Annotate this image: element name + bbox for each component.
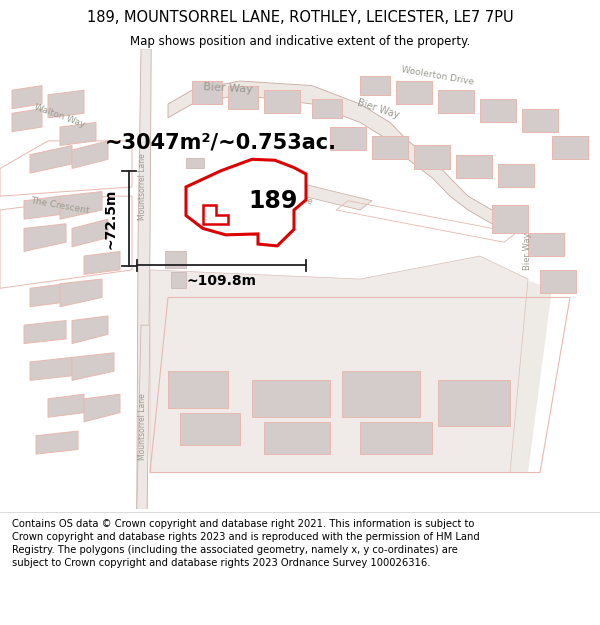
Polygon shape: [540, 270, 576, 293]
Polygon shape: [456, 155, 492, 178]
Polygon shape: [171, 272, 186, 288]
Polygon shape: [84, 251, 120, 274]
Text: Bier Way: Bier Way: [203, 82, 253, 94]
Polygon shape: [186, 159, 306, 246]
Polygon shape: [372, 136, 408, 159]
Polygon shape: [203, 206, 228, 224]
Polygon shape: [137, 325, 150, 509]
Polygon shape: [330, 127, 366, 150]
Polygon shape: [150, 256, 528, 472]
Polygon shape: [30, 284, 66, 307]
Polygon shape: [252, 381, 330, 418]
Polygon shape: [228, 86, 258, 109]
Polygon shape: [414, 146, 450, 169]
Text: Woolerton Drive: Woolerton Drive: [401, 66, 475, 88]
Polygon shape: [72, 316, 108, 344]
Polygon shape: [168, 81, 510, 233]
Polygon shape: [60, 279, 102, 307]
Polygon shape: [204, 184, 225, 203]
Polygon shape: [228, 169, 372, 210]
Polygon shape: [438, 381, 510, 426]
Text: Mountsorrel Lane: Mountsorrel Lane: [138, 154, 148, 220]
Polygon shape: [48, 394, 84, 418]
Text: Map shows position and indicative extent of the property.: Map shows position and indicative extent…: [130, 35, 470, 48]
Text: ~72.5m: ~72.5m: [103, 189, 117, 249]
Polygon shape: [12, 86, 42, 109]
Polygon shape: [24, 321, 66, 344]
Polygon shape: [168, 371, 228, 408]
Polygon shape: [252, 225, 273, 235]
Polygon shape: [498, 164, 534, 187]
Text: Walton Way: Walton Way: [34, 102, 86, 129]
Polygon shape: [72, 352, 114, 381]
Polygon shape: [360, 76, 390, 95]
Polygon shape: [24, 224, 66, 251]
Text: Contains OS data © Crown copyright and database right 2021. This information is : Contains OS data © Crown copyright and d…: [12, 519, 480, 568]
Polygon shape: [264, 422, 330, 454]
Polygon shape: [342, 371, 420, 418]
Text: Bier Way: Bier Way: [356, 97, 400, 120]
Polygon shape: [48, 90, 84, 118]
Polygon shape: [72, 219, 108, 247]
Polygon shape: [72, 141, 108, 169]
Polygon shape: [264, 90, 300, 113]
Polygon shape: [252, 203, 279, 224]
Polygon shape: [396, 81, 432, 104]
Polygon shape: [228, 189, 249, 208]
Polygon shape: [84, 394, 120, 422]
Polygon shape: [12, 109, 42, 132]
Polygon shape: [60, 191, 102, 219]
Polygon shape: [30, 146, 72, 173]
Polygon shape: [60, 122, 96, 146]
Polygon shape: [180, 412, 240, 445]
Polygon shape: [522, 109, 558, 132]
Polygon shape: [438, 90, 474, 113]
Polygon shape: [492, 206, 528, 233]
Text: 189, MOUNTSORREL LANE, ROTHLEY, LEICESTER, LE7 7PU: 189, MOUNTSORREL LANE, ROTHLEY, LEICESTE…: [86, 10, 514, 25]
Polygon shape: [528, 233, 564, 256]
Text: Bier Way: Bier Way: [523, 232, 533, 270]
Polygon shape: [552, 136, 588, 159]
Text: The Crescent: The Crescent: [30, 196, 90, 215]
Polygon shape: [192, 81, 222, 104]
Text: 189: 189: [248, 189, 298, 213]
Text: ~3047m²/~0.753ac.: ~3047m²/~0.753ac.: [105, 132, 337, 152]
Polygon shape: [24, 196, 60, 219]
Polygon shape: [360, 422, 432, 454]
Polygon shape: [137, 49, 151, 509]
Text: ~109.8m: ~109.8m: [187, 274, 256, 288]
Polygon shape: [312, 99, 342, 118]
Polygon shape: [480, 99, 516, 122]
Polygon shape: [192, 208, 204, 217]
Polygon shape: [36, 431, 78, 454]
Polygon shape: [165, 251, 186, 268]
Polygon shape: [30, 357, 72, 381]
Polygon shape: [168, 270, 552, 472]
Text: Mountsorrel Lane: Mountsorrel Lane: [138, 393, 148, 460]
Text: Moore Gardens Close: Moore Gardens Close: [226, 168, 314, 206]
Polygon shape: [186, 158, 204, 168]
